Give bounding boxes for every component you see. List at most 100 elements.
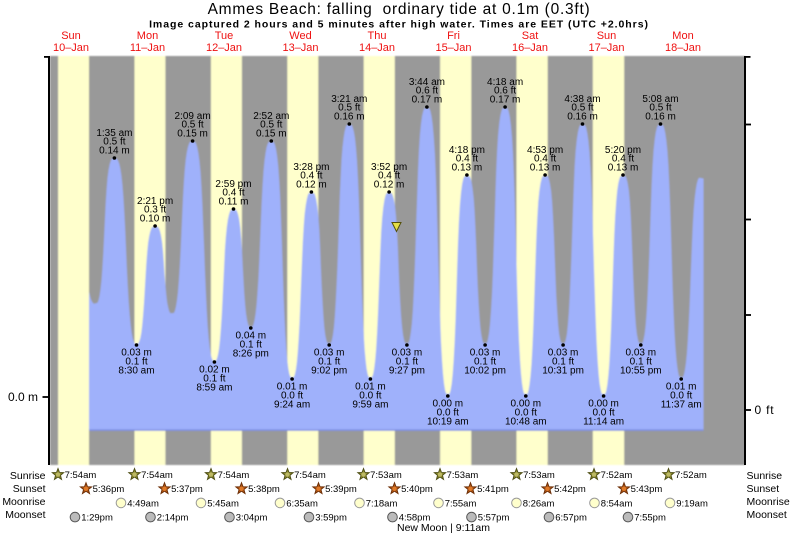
svg-text:0.4 ft: 0.4 ft [612,154,634,165]
svg-text:0.16 m: 0.16 m [567,111,598,122]
svg-text:0.03 m: 0.03 m [470,348,501,359]
svg-text:12–Jan: 12–Jan [206,42,242,54]
svg-text:0.14 m: 0.14 m [99,145,130,156]
svg-text:0.4 ft: 0.4 ft [456,154,478,165]
svg-text:Sat: Sat [522,30,539,42]
svg-text:0.5 ft: 0.5 ft [260,120,282,131]
svg-text:2:59 pm: 2:59 pm [215,179,251,190]
svg-text:0.1 ft: 0.1 ft [474,357,496,368]
svg-text:8:59 am: 8:59 am [196,382,232,393]
svg-text:0.01 m: 0.01 m [666,382,697,393]
svg-text:9:59 am: 9:59 am [352,399,388,410]
svg-text:3:21 am: 3:21 am [331,94,367,105]
svg-text:0.03 m: 0.03 m [548,348,579,359]
svg-text:11:14 am: 11:14 am [583,416,624,427]
svg-text:Moonrise: Moonrise [747,496,790,508]
svg-text:1:35 am: 1:35 am [96,128,132,139]
svg-text:0.4 ft: 0.4 ft [222,188,244,199]
svg-text:Sunrise: Sunrise [10,470,46,482]
svg-text:0.5 ft: 0.5 ft [571,103,593,114]
svg-text:5:43pm: 5:43pm [631,484,663,495]
svg-text:9:27 pm: 9:27 pm [389,365,425,376]
svg-text:0.6 ft: 0.6 ft [416,86,438,97]
svg-text:0.17 m: 0.17 m [490,94,521,105]
svg-text:5:45am: 5:45am [207,498,239,509]
svg-text:9:02 pm: 9:02 pm [311,365,347,376]
svg-text:0.00 m: 0.00 m [433,399,464,410]
svg-text:5:41pm: 5:41pm [477,484,509,495]
svg-text:0.01 m: 0.01 m [355,382,386,393]
svg-text:0.12 m: 0.12 m [374,179,405,190]
svg-text:0.6 ft: 0.6 ft [494,86,516,97]
svg-text:0.1 ft: 0.1 ft [125,357,147,368]
svg-text:0.15 m: 0.15 m [256,128,287,139]
svg-text:Sunset: Sunset [13,483,46,495]
svg-text:7:55am: 7:55am [445,498,477,509]
svg-text:4:38 am: 4:38 am [564,94,600,105]
svg-text:4:18 am: 4:18 am [487,77,523,88]
svg-text:Ammes Beach: falling ordinary: Ammes Beach: falling ordinary tide at 0.… [208,1,591,18]
svg-text:0 ft: 0 ft [755,403,775,417]
svg-text:7:53am: 7:53am [370,470,402,481]
svg-text:0.0 ft: 0.0 ft [281,391,303,402]
svg-text:5:37pm: 5:37pm [171,484,203,495]
svg-text:5:42pm: 5:42pm [554,484,586,495]
svg-text:0.00 m: 0.00 m [511,399,542,410]
svg-text:Mon: Mon [137,30,158,42]
svg-text:9:19am: 9:19am [676,498,708,509]
svg-text:1:29pm: 1:29pm [81,513,113,524]
svg-text:7:54am: 7:54am [218,470,250,481]
svg-text:0.0 ft: 0.0 ft [359,391,381,402]
svg-text:7:18am: 7:18am [366,498,398,509]
svg-text:5:40pm: 5:40pm [401,484,433,495]
svg-text:17–Jan: 17–Jan [588,42,624,54]
svg-text:6:57pm: 6:57pm [555,513,587,524]
svg-text:5:39pm: 5:39pm [325,484,357,495]
svg-text:0.16 m: 0.16 m [334,111,365,122]
svg-text:Sunset: Sunset [747,483,780,495]
svg-text:11:37 am: 11:37 am [661,399,702,410]
svg-text:5:08 am: 5:08 am [642,94,678,105]
svg-text:7:54am: 7:54am [294,470,326,481]
svg-text:5:36pm: 5:36pm [93,484,125,495]
svg-text:0.13 m: 0.13 m [452,162,483,173]
svg-text:0.02 m: 0.02 m [199,365,230,376]
svg-text:8:26 pm: 8:26 pm [233,348,269,359]
svg-text:7:53am: 7:53am [523,470,555,481]
svg-text:0.03 m: 0.03 m [121,348,152,359]
svg-text:10:48 am: 10:48 am [505,416,547,427]
svg-text:0.03 m: 0.03 m [392,348,423,359]
svg-text:3:52 pm: 3:52 pm [371,162,407,173]
svg-text:0.11 m: 0.11 m [219,196,249,207]
svg-text:10:55 pm: 10:55 pm [620,365,662,376]
svg-text:Moonrise: Moonrise [2,496,45,508]
svg-text:Sun: Sun [597,30,617,42]
svg-text:8:26am: 8:26am [523,498,555,509]
svg-text:6:35am: 6:35am [286,498,318,509]
svg-text:3:59pm: 3:59pm [315,513,347,524]
svg-text:0.17 m: 0.17 m [412,94,443,105]
svg-text:2:21 pm: 2:21 pm [137,196,173,207]
svg-text:0.1 ft: 0.1 ft [630,357,652,368]
svg-text:2:09 am: 2:09 am [175,111,211,122]
svg-text:7:52am: 7:52am [601,470,633,481]
svg-text:New Moon | 9:11am: New Moon | 9:11am [397,522,490,534]
svg-text:7:55pm: 7:55pm [634,513,666,524]
svg-text:0.0 ft: 0.0 ft [437,408,459,419]
svg-text:5:38pm: 5:38pm [248,484,280,495]
svg-text:Sun: Sun [61,30,81,42]
svg-text:Thu: Thu [368,30,387,42]
svg-text:10–Jan: 10–Jan [53,42,89,54]
svg-text:13–Jan: 13–Jan [282,42,318,54]
svg-text:5:57pm: 5:57pm [478,513,510,524]
svg-text:4:53 pm: 4:53 pm [527,145,563,156]
svg-text:0.01 m: 0.01 m [277,382,308,393]
svg-text:0.04 m: 0.04 m [236,331,267,342]
svg-text:10:31 pm: 10:31 pm [542,365,584,376]
svg-text:0.1 ft: 0.1 ft [240,340,262,351]
svg-text:0.5 ft: 0.5 ft [181,120,203,131]
svg-text:0.1 ft: 0.1 ft [396,357,418,368]
svg-text:Image captured 2 hours and 5 m: Image captured 2 hours and 5 minutes aft… [149,19,649,31]
svg-text:Moonset: Moonset [5,509,45,521]
svg-text:0.12 m: 0.12 m [296,179,327,190]
